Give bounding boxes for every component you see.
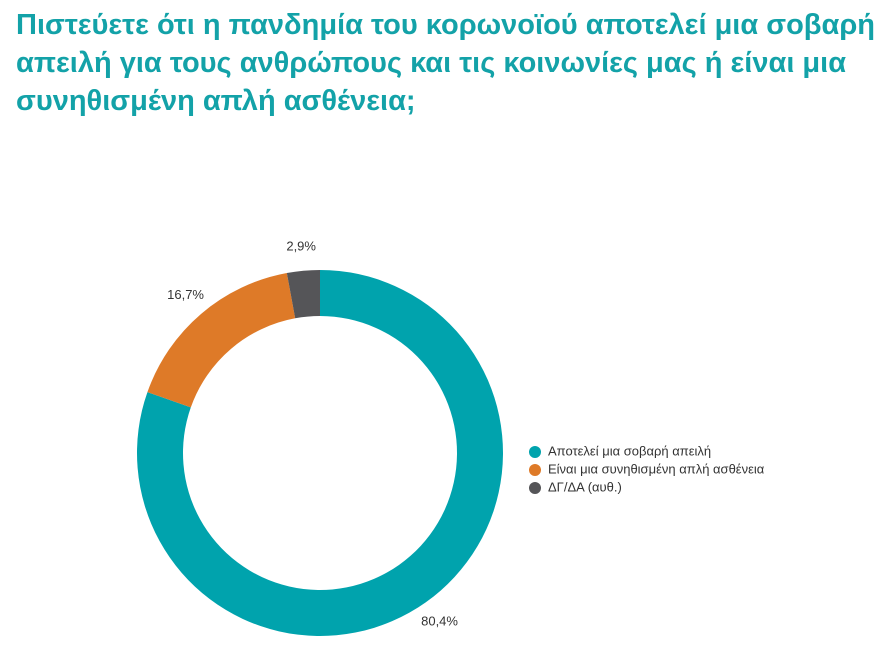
legend-label: Είναι μια συνηθισμένη απλή ασθένεια (548, 461, 765, 476)
data-label: 16,7% (167, 287, 204, 302)
data-label: 2,9% (286, 238, 316, 253)
legend-label: Αποτελεί μια σοβαρή απειλή (548, 443, 711, 458)
donut-segment (147, 273, 296, 408)
legend-marker (529, 482, 541, 494)
legend-marker (529, 464, 541, 476)
data-label: 80,4% (421, 613, 458, 628)
legend-marker (529, 446, 541, 458)
donut-segment (286, 270, 320, 319)
legend-label: ΔΓ/ΔΑ (αυθ.) (548, 479, 622, 494)
chart-title: Πιστεύετε ότι η πανδημία του κορωνοϊού α… (16, 9, 875, 117)
